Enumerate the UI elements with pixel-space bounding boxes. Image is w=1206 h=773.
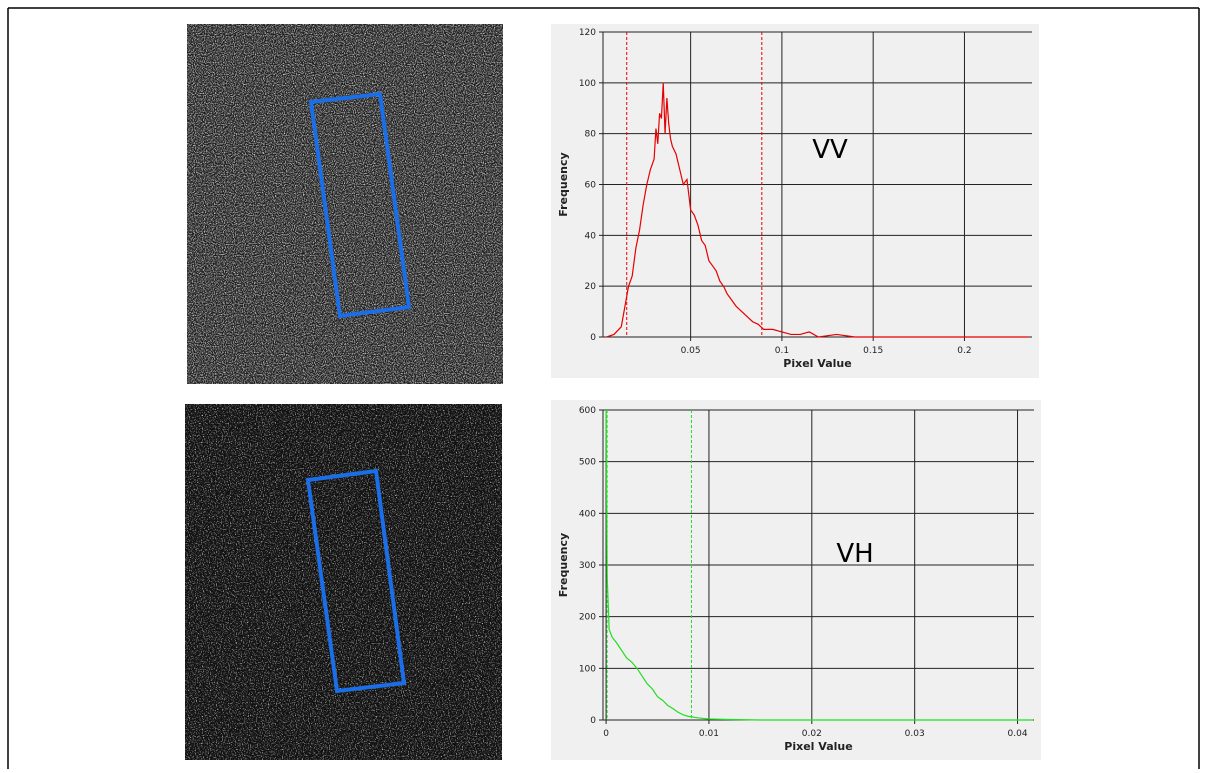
y-tick-label: 300 [579, 561, 596, 571]
chart-annotation: VV [812, 135, 848, 165]
chart-panel [551, 400, 1041, 760]
y-tick-label: 0 [590, 716, 596, 726]
histogram-line [605, 409, 1033, 721]
y-tick-label: 100 [579, 664, 596, 674]
x-tick-label: 0.01 [699, 729, 719, 739]
x-tick-label: 0.1 [775, 346, 789, 356]
sar-image-vv [187, 24, 503, 384]
chart-annotation: VH [836, 539, 873, 569]
x-axis-label: Pixel Value [783, 357, 851, 370]
x-tick-label: 0.15 [863, 346, 883, 356]
y-axis-label: Frequency [557, 533, 570, 597]
x-tick-label: 0.03 [905, 729, 925, 739]
x-tick-label: 0.2 [957, 346, 971, 356]
y-tick-label: 600 [579, 406, 596, 416]
y-tick-label: 500 [579, 458, 596, 468]
chart-panel [551, 24, 1039, 378]
x-tick-label: 0.04 [1008, 729, 1028, 739]
y-tick-label: 60 [585, 181, 597, 191]
y-tick-label: 100 [579, 79, 596, 89]
x-tick-label: 0.05 [681, 346, 701, 356]
y-tick-label: 80 [585, 130, 597, 140]
y-tick-label: 40 [585, 231, 597, 241]
x-tick-label: 0 [603, 729, 609, 739]
x-tick-label: 0.02 [802, 729, 822, 739]
sar-image-vh [185, 404, 502, 760]
y-axis-label: Frequency [557, 152, 570, 216]
y-tick-label: 120 [579, 28, 596, 38]
y-tick-label: 0 [590, 333, 596, 343]
x-axis-label: Pixel Value [784, 740, 852, 753]
histogram-line [606, 82, 1029, 338]
y-tick-label: 20 [585, 282, 597, 292]
y-tick-label: 200 [579, 613, 596, 623]
y-tick-label: 400 [579, 509, 596, 519]
